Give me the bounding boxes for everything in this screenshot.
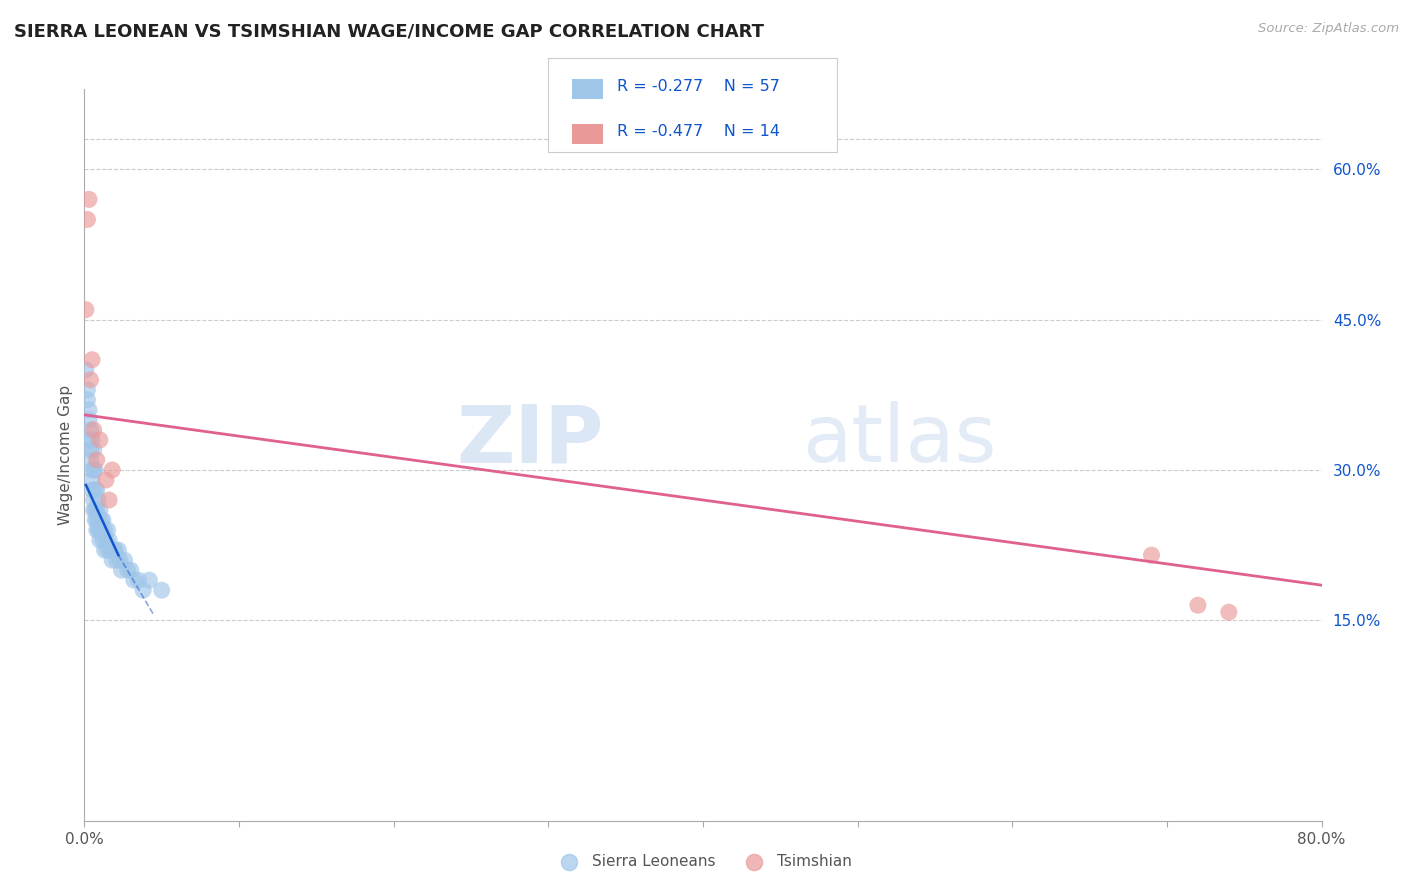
Point xyxy=(77,413,100,427)
Point xyxy=(91,513,114,527)
Point xyxy=(83,423,105,437)
Text: atlas: atlas xyxy=(801,401,997,479)
Point xyxy=(93,543,115,558)
Point xyxy=(122,573,145,587)
Point xyxy=(83,442,105,457)
Point xyxy=(87,493,110,508)
Point xyxy=(98,533,121,547)
Point xyxy=(101,553,124,567)
Point xyxy=(76,392,98,407)
Point xyxy=(89,503,111,517)
Point xyxy=(77,402,100,417)
Point xyxy=(128,573,150,587)
Point xyxy=(82,352,104,367)
Point xyxy=(107,543,129,558)
Point xyxy=(90,513,112,527)
Point xyxy=(87,523,110,537)
Point xyxy=(98,493,121,508)
Point xyxy=(86,453,108,467)
Point xyxy=(117,563,139,577)
Text: SIERRA LEONEAN VS TSIMSHIAN WAGE/INCOME GAP CORRELATION CHART: SIERRA LEONEAN VS TSIMSHIAN WAGE/INCOME … xyxy=(14,22,763,40)
Point xyxy=(84,483,107,497)
Point xyxy=(1218,605,1240,619)
Point xyxy=(83,463,105,477)
Point xyxy=(91,533,114,547)
Point xyxy=(86,513,108,527)
Text: ZIP: ZIP xyxy=(457,401,605,479)
Point xyxy=(89,523,111,537)
Point xyxy=(77,193,100,207)
Text: Source: ZipAtlas.com: Source: ZipAtlas.com xyxy=(1258,22,1399,36)
Point xyxy=(104,543,127,558)
Point xyxy=(86,523,108,537)
Point xyxy=(82,463,104,477)
Point xyxy=(1187,598,1209,612)
Point xyxy=(84,503,107,517)
Point xyxy=(87,513,110,527)
Point xyxy=(76,212,98,227)
Point xyxy=(101,463,124,477)
Point xyxy=(79,442,101,457)
Legend: Sierra Leoneans, Tsimshian: Sierra Leoneans, Tsimshian xyxy=(548,848,858,875)
Point xyxy=(77,433,100,447)
Point xyxy=(76,383,98,397)
Point xyxy=(84,463,107,477)
Point xyxy=(79,373,101,387)
Point xyxy=(79,453,101,467)
Point xyxy=(82,483,104,497)
Point xyxy=(138,573,160,587)
Point xyxy=(84,513,107,527)
Point xyxy=(1140,548,1163,562)
Point xyxy=(82,433,104,447)
Point xyxy=(79,423,101,437)
Text: R = -0.277    N = 57: R = -0.277 N = 57 xyxy=(617,79,780,94)
Point xyxy=(110,563,132,577)
Point xyxy=(89,533,111,547)
Point xyxy=(86,483,108,497)
Point xyxy=(83,493,105,508)
Point xyxy=(82,473,104,487)
Point xyxy=(108,553,131,567)
Point xyxy=(83,503,105,517)
Point xyxy=(150,583,173,598)
Point xyxy=(86,503,108,517)
Text: R = -0.477    N = 14: R = -0.477 N = 14 xyxy=(617,124,780,138)
Point xyxy=(94,533,117,547)
Point xyxy=(120,563,142,577)
Point xyxy=(114,553,136,567)
Point xyxy=(75,302,97,317)
Point xyxy=(100,543,122,558)
Point xyxy=(105,553,128,567)
Point xyxy=(89,433,111,447)
Point xyxy=(103,543,125,558)
Point xyxy=(97,543,120,558)
Point xyxy=(97,523,120,537)
Point xyxy=(75,363,97,377)
Point xyxy=(132,583,155,598)
Point xyxy=(93,523,115,537)
Point xyxy=(94,473,117,487)
Point xyxy=(90,523,112,537)
Y-axis label: Wage/Income Gap: Wage/Income Gap xyxy=(58,384,73,525)
